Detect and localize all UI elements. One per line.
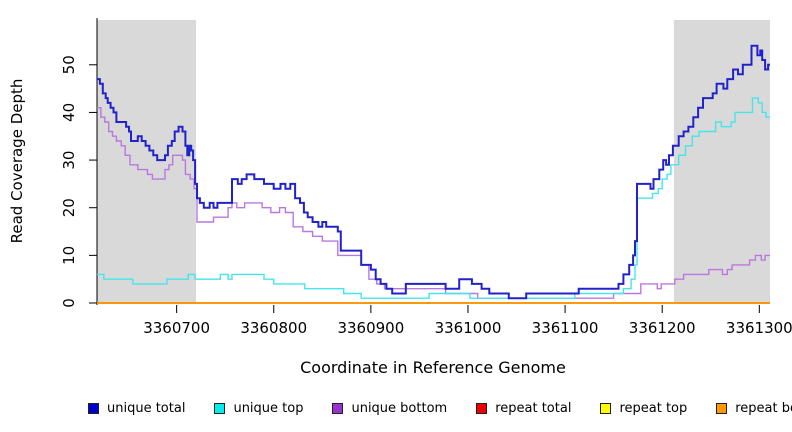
legend-label: unique top xyxy=(233,401,304,416)
x-tick-label: 3360700 xyxy=(143,319,210,337)
x-axis-title: Coordinate in Reference Genome xyxy=(300,358,566,377)
y-tick-label: 20 xyxy=(60,198,78,217)
y-axis-title: Read Coverage Depth xyxy=(8,79,26,244)
x-tick-label: 3361300 xyxy=(726,319,792,337)
legend-swatch xyxy=(476,403,488,414)
legend-label: unique bottom xyxy=(351,401,448,416)
legend-item-repeat-total: repeat total xyxy=(476,401,571,416)
coverage-plot-canvas: 0 10 20 30 40 50 3360700 3360800 3360900 3361000 3… xyxy=(8,18,792,377)
legend-swatch xyxy=(716,403,728,414)
y-tick-label: 50 xyxy=(60,55,78,74)
legend-item-repeat-top: repeat top xyxy=(600,401,687,416)
x-tick-label: 3361000 xyxy=(435,319,502,337)
legend-swatch xyxy=(214,403,226,414)
legend-label: unique total xyxy=(107,401,186,416)
legend: unique total unique top unique bottom repea… xyxy=(88,401,792,416)
legend-swatch xyxy=(600,403,612,414)
x-tick-label: 3361100 xyxy=(532,319,599,337)
shaded-region xyxy=(97,20,197,304)
legend-swatch xyxy=(88,403,99,414)
legend-label: repeat total xyxy=(495,401,572,416)
legend-swatch xyxy=(332,403,344,414)
x-tick-label: 3361200 xyxy=(629,319,696,337)
series-unique-top xyxy=(97,97,770,299)
legend-item-unique-top: unique top xyxy=(214,401,303,416)
plot-dynamic-layer: 0 10 20 30 40 50 3360700 3360800 3360900 3361000 3… xyxy=(60,18,792,337)
legend-item-repeat-bottom: repeat bottom xyxy=(716,401,792,416)
series-unique-bottom xyxy=(97,107,770,299)
y-tick-label: 10 xyxy=(60,246,78,265)
legend-item-unique-bottom: unique bottom xyxy=(332,401,447,416)
y-tick-label: 0 xyxy=(60,298,78,308)
series-unique-total xyxy=(97,44,770,300)
x-tick-label: 3360800 xyxy=(240,319,307,337)
shaded-region xyxy=(673,20,770,304)
x-tick-label: 3360900 xyxy=(337,319,404,337)
legend-label: repeat top xyxy=(619,401,688,416)
legend-item-unique-total: unique total xyxy=(88,401,185,416)
y-tick-label: 40 xyxy=(60,103,78,122)
legend-label: repeat bottom xyxy=(735,401,792,416)
y-tick-label: 30 xyxy=(60,151,78,170)
